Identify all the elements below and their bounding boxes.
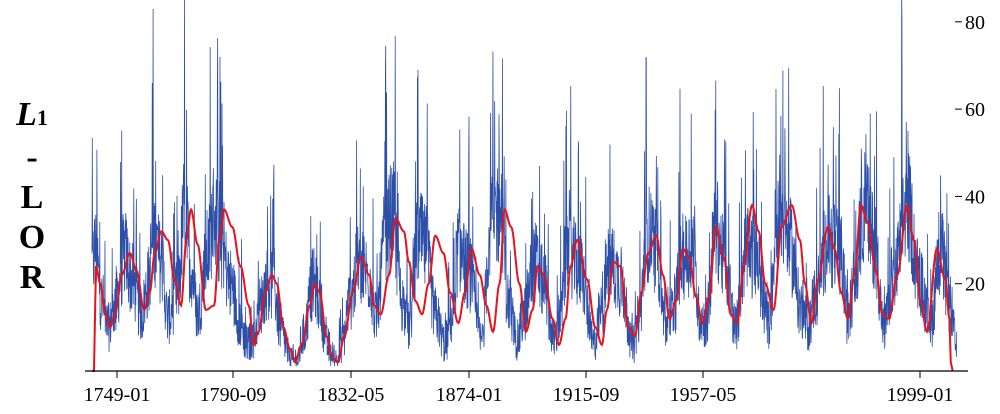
x-tick-label: 1832-05 bbox=[318, 384, 385, 406]
x-tick-label: 1957-05 bbox=[670, 384, 737, 406]
smoothed-series-group bbox=[92, 203, 954, 372]
x-ticks: 1749-01 1790-09 1832-05 1874-01 1915-09 1957-… bbox=[84, 371, 954, 406]
y-ticks: 20 40 60 80 bbox=[955, 12, 985, 296]
y-axis-label: L1 - L O R bbox=[4, 95, 60, 298]
y-tick-label: 40 bbox=[965, 186, 985, 208]
monthly-series-line bbox=[91, 0, 958, 367]
ylabel-o: O bbox=[18, 219, 46, 256]
ylabel-r: R bbox=[19, 259, 45, 296]
y-tick-label: 60 bbox=[965, 99, 985, 121]
x-tick-label: 1999-01 bbox=[887, 384, 954, 406]
x-tick-label: 1915-09 bbox=[553, 384, 620, 406]
ylabel-l1: L1 bbox=[16, 96, 48, 133]
ylabel-dash: - bbox=[26, 139, 38, 176]
y-tick-label: 80 bbox=[965, 12, 985, 34]
monthly-series-group bbox=[91, 0, 958, 367]
x-tick-label: 1790-09 bbox=[200, 384, 267, 406]
y-tick-label: 20 bbox=[965, 274, 985, 296]
x-tick-label: 1874-01 bbox=[436, 384, 503, 406]
ylabel-l: L bbox=[20, 179, 44, 216]
smoothed-series-line bbox=[92, 203, 954, 372]
x-tick-label: 1749-01 bbox=[84, 384, 151, 406]
